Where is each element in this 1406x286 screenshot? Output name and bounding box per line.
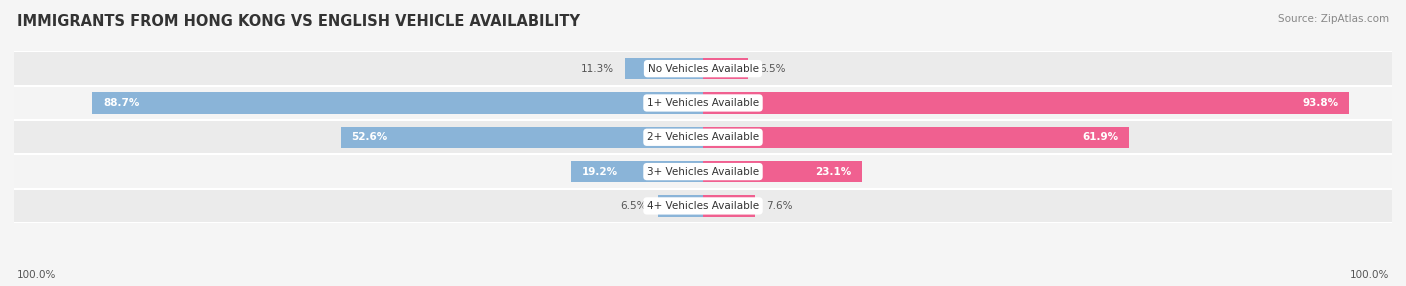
Text: 1+ Vehicles Available: 1+ Vehicles Available xyxy=(647,98,759,108)
Bar xyxy=(703,92,1350,114)
Bar xyxy=(14,189,1392,223)
Bar xyxy=(14,86,1392,120)
Text: 6.5%: 6.5% xyxy=(759,64,786,74)
Text: 100.0%: 100.0% xyxy=(17,270,56,280)
Legend: Immigrants from Hong Kong, English: Immigrants from Hong Kong, English xyxy=(567,284,839,286)
Bar xyxy=(658,195,703,217)
Bar xyxy=(571,161,703,182)
Bar xyxy=(14,51,1392,86)
Text: 52.6%: 52.6% xyxy=(352,132,388,142)
Text: 19.2%: 19.2% xyxy=(582,167,617,176)
Text: 88.7%: 88.7% xyxy=(103,98,139,108)
Text: 11.3%: 11.3% xyxy=(581,64,614,74)
Text: 23.1%: 23.1% xyxy=(815,167,851,176)
Text: 61.9%: 61.9% xyxy=(1083,132,1118,142)
Text: Source: ZipAtlas.com: Source: ZipAtlas.com xyxy=(1278,14,1389,24)
Text: 93.8%: 93.8% xyxy=(1302,98,1339,108)
Bar xyxy=(14,120,1392,154)
Text: 100.0%: 100.0% xyxy=(1350,270,1389,280)
Bar xyxy=(626,58,703,79)
Bar xyxy=(703,127,1129,148)
Text: 2+ Vehicles Available: 2+ Vehicles Available xyxy=(647,132,759,142)
Bar xyxy=(14,154,1392,189)
Text: 4+ Vehicles Available: 4+ Vehicles Available xyxy=(647,201,759,211)
Bar xyxy=(703,195,755,217)
Text: IMMIGRANTS FROM HONG KONG VS ENGLISH VEHICLE AVAILABILITY: IMMIGRANTS FROM HONG KONG VS ENGLISH VEH… xyxy=(17,14,579,29)
Bar xyxy=(703,58,748,79)
Text: 7.6%: 7.6% xyxy=(766,201,793,211)
Bar xyxy=(340,127,703,148)
Text: No Vehicles Available: No Vehicles Available xyxy=(648,64,758,74)
Bar xyxy=(703,161,862,182)
Text: 3+ Vehicles Available: 3+ Vehicles Available xyxy=(647,167,759,176)
Bar xyxy=(91,92,703,114)
Text: 6.5%: 6.5% xyxy=(620,201,647,211)
